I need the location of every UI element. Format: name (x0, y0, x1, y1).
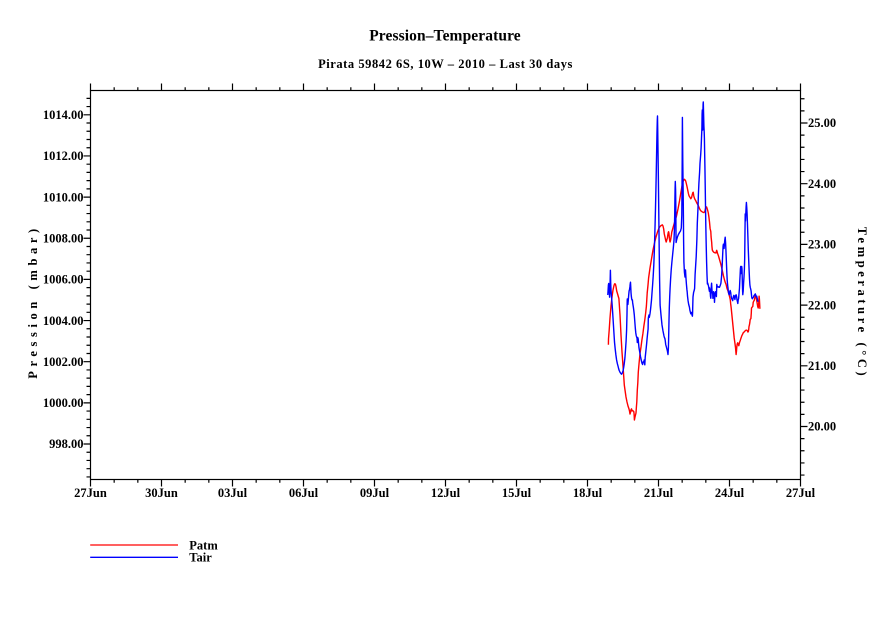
svg-text:Tair: Tair (189, 551, 212, 565)
svg-text:1004.00: 1004.00 (43, 314, 84, 328)
svg-text:25.00: 25.00 (808, 116, 836, 130)
svg-text:23.00: 23.00 (808, 238, 836, 252)
svg-text:06Jul: 06Jul (289, 486, 319, 500)
svg-text:1014.00: 1014.00 (43, 108, 84, 122)
svg-text:30Jun: 30Jun (145, 486, 178, 500)
svg-text:27Jul: 27Jul (786, 486, 816, 500)
svg-text:1010.00: 1010.00 (43, 190, 84, 204)
svg-text:12Jul: 12Jul (431, 486, 461, 500)
svg-text:24Jul: 24Jul (715, 486, 745, 500)
svg-text:20.00: 20.00 (808, 420, 836, 434)
svg-text:1006.00: 1006.00 (43, 273, 84, 287)
svg-text:15Jul: 15Jul (502, 486, 532, 500)
svg-text:21.00: 21.00 (808, 359, 836, 373)
svg-text:18Jul: 18Jul (573, 486, 603, 500)
svg-text:1008.00: 1008.00 (43, 231, 84, 245)
svg-text:21Jul: 21Jul (644, 486, 674, 500)
svg-text:1000.00: 1000.00 (43, 396, 84, 410)
svg-text:Pression (mbar): Pression (mbar) (26, 224, 40, 379)
svg-text:24.00: 24.00 (808, 177, 836, 191)
svg-text:Pirata 59842 6S, 10W – 2010 –: Pirata 59842 6S, 10W – 2010 – Last 30 da… (318, 57, 573, 71)
svg-text:03Jul: 03Jul (218, 486, 248, 500)
svg-text:1012.00: 1012.00 (43, 149, 84, 163)
svg-text:22.00: 22.00 (808, 298, 836, 312)
svg-text:998.00: 998.00 (49, 437, 83, 451)
svg-text:09Jul: 09Jul (360, 486, 390, 500)
svg-text:1002.00: 1002.00 (43, 355, 84, 369)
svg-text:Temperature (°C): Temperature (°C) (855, 227, 869, 380)
svg-text:Patm: Patm (189, 538, 218, 552)
svg-text:Pression–Temperature: Pression–Temperature (369, 28, 521, 45)
svg-text:27Jun: 27Jun (74, 486, 107, 500)
